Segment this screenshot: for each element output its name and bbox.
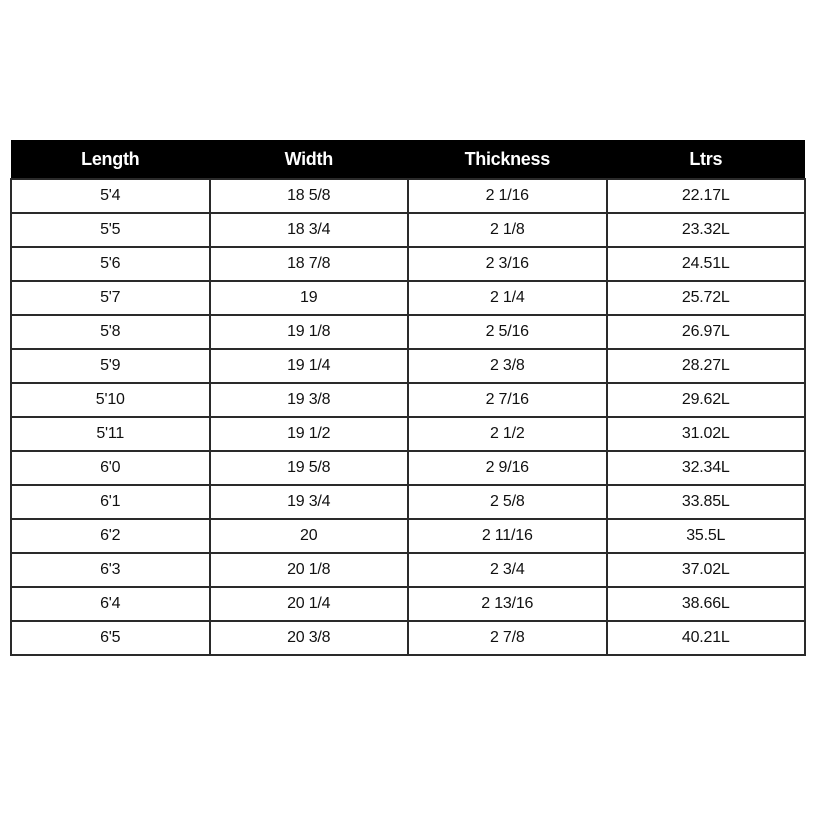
cell-width: 18 3/4 [208,212,409,248]
header-thickness: Thickness [408,140,607,179]
cell-length: 6'0 [10,450,211,486]
cell-ltrs: 35.5L [605,518,806,554]
table-row: 6'1 19 3/4 2 5/8 33.85L [10,484,806,520]
table-row: 5'5 18 3/4 2 1/8 23.32L [10,212,806,248]
cell-thickness: 2 1/16 [407,178,608,214]
cell-thickness: 2 1/4 [407,280,608,316]
cell-width: 19 3/8 [208,382,409,418]
cell-thickness: 2 7/8 [407,620,608,656]
cell-length: 6'5 [10,620,211,656]
cell-width: 20 [208,518,409,554]
cell-ltrs: 32.34L [605,450,806,486]
cell-ltrs: 33.85L [605,484,806,520]
header-ltrs: Ltrs [606,140,805,179]
table-row: 6'2 20 2 11/16 35.5L [10,518,806,554]
table-body: 5'4 18 5/8 2 1/16 22.17L 5'5 18 3/4 2 1/8 23.32… [10,178,806,656]
cell-width: 18 5/8 [208,178,409,214]
cell-ltrs: 26.97L [605,314,806,350]
cell-width: 19 5/8 [208,450,409,486]
cell-thickness: 2 3/16 [407,246,608,282]
cell-thickness: 2 3/4 [407,552,608,588]
cell-ltrs: 31.02L [605,416,806,452]
cell-width: 20 1/4 [208,586,409,622]
cell-thickness: 2 11/16 [407,518,608,554]
table-row: 5'6 18 7/8 2 3/16 24.51L [10,246,806,282]
cell-width: 20 1/8 [208,552,409,588]
table-row: 6'4 20 1/4 2 13/16 38.66L [10,586,806,622]
cell-length: 6'2 [10,518,211,554]
table-row: 5'8 19 1/8 2 5/16 26.97L [10,314,806,350]
cell-width: 19 1/8 [208,314,409,350]
cell-thickness: 2 5/16 [407,314,608,350]
cell-ltrs: 29.62L [605,382,806,418]
size-chart-table: Length Width Thickness Ltrs 5'4 18 5/8 2 1… [10,140,806,656]
cell-length: 6'1 [10,484,211,520]
cell-length: 5'8 [10,314,211,350]
cell-thickness: 2 1/8 [407,212,608,248]
cell-thickness: 2 3/8 [407,348,608,384]
table-row: 5'7 19 2 1/4 25.72L [10,280,806,316]
cell-width: 18 7/8 [208,246,409,282]
cell-length: 5'4 [10,178,211,214]
cell-thickness: 2 9/16 [407,450,608,486]
table-row: 5'10 19 3/8 2 7/16 29.62L [10,382,806,418]
cell-width: 19 3/4 [208,484,409,520]
cell-thickness: 2 7/16 [407,382,608,418]
table-row: 5'4 18 5/8 2 1/16 22.17L [10,178,806,214]
cell-width: 19 1/2 [208,416,409,452]
cell-ltrs: 24.51L [605,246,806,282]
cell-ltrs: 38.66L [605,586,806,622]
cell-length: 5'6 [10,246,211,282]
cell-width: 20 3/8 [208,620,409,656]
cell-thickness: 2 1/2 [407,416,608,452]
cell-ltrs: 40.21L [605,620,806,656]
header-length: Length [11,140,210,179]
cell-ltrs: 23.32L [605,212,806,248]
table-row: 5'9 19 1/4 2 3/8 28.27L [10,348,806,384]
header-row: Length Width Thickness Ltrs [11,140,805,179]
table-header: Length Width Thickness Ltrs [11,140,805,179]
cell-thickness: 2 13/16 [407,586,608,622]
cell-length: 6'3 [10,552,211,588]
cell-width: 19 1/4 [208,348,409,384]
cell-ltrs: 25.72L [605,280,806,316]
cell-length: 5'7 [10,280,211,316]
cell-length: 5'10 [10,382,211,418]
cell-thickness: 2 5/8 [407,484,608,520]
cell-length: 5'9 [10,348,211,384]
cell-length: 5'5 [10,212,211,248]
cell-ltrs: 37.02L [605,552,806,588]
table-row: 6'5 20 3/8 2 7/8 40.21L [10,620,806,656]
table-row: 6'0 19 5/8 2 9/16 32.34L [10,450,806,486]
cell-width: 19 [208,280,409,316]
header-width: Width [209,140,408,179]
table-row: 6'3 20 1/8 2 3/4 37.02L [10,552,806,588]
cell-ltrs: 22.17L [605,178,806,214]
cell-length: 5'11 [10,416,211,452]
cell-length: 6'4 [10,586,211,622]
cell-ltrs: 28.27L [605,348,806,384]
table-row: 5'11 19 1/2 2 1/2 31.02L [10,416,806,452]
